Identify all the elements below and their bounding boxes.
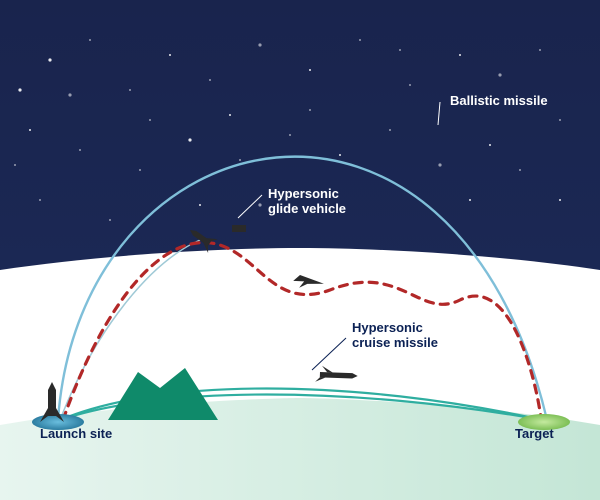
hcm-label: Hypersonic cruise missile [352, 320, 438, 350]
hgv-debris-icon [232, 225, 246, 232]
ballistic-label: Ballistic missile [450, 93, 548, 108]
missile-trajectory-diagram: Ballistic missile Hypersonic glide vehic… [0, 0, 600, 500]
target-label: Target [515, 426, 554, 441]
launch-label: Launch site [40, 426, 112, 441]
hgv-label: Hypersonic glide vehicle [268, 186, 346, 216]
